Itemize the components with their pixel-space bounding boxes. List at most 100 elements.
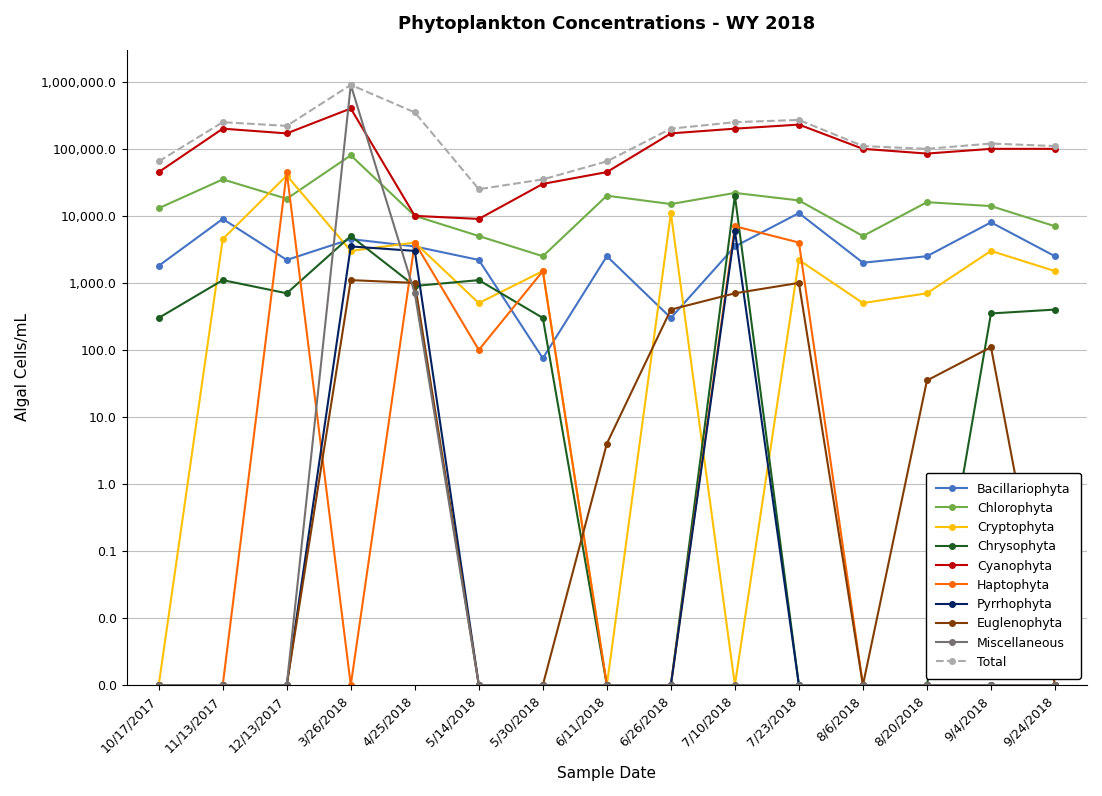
- Cryptophyta: [472, 298, 485, 308]
- Euglenophyta: [472, 681, 485, 690]
- Chlorophyta: [152, 204, 165, 213]
- Cyanophyta: [601, 167, 614, 177]
- Euglenophyta: [537, 681, 550, 690]
- Chrysophyta: [665, 681, 678, 690]
- Euglenophyta: [152, 681, 165, 690]
- Chrysophyta: [152, 313, 165, 322]
- Haptophyta: [920, 681, 933, 690]
- Chlorophyta: [280, 194, 293, 204]
- Chrysophyta: [601, 681, 614, 690]
- Bacillariophyta: [216, 214, 229, 224]
- Euglenophyta: [984, 342, 997, 352]
- Line: Cryptophyta: Cryptophyta: [156, 173, 1058, 688]
- Cyanophyta: [856, 144, 869, 154]
- Total: [601, 157, 614, 166]
- Euglenophyta: [216, 681, 229, 690]
- Haptophyta: [665, 681, 678, 690]
- Euglenophyta: [856, 681, 869, 690]
- Haptophyta: [280, 167, 293, 177]
- Miscellaneous: [344, 80, 357, 90]
- Euglenophyta: [601, 439, 614, 448]
- Pyrrhophyta: [984, 681, 997, 690]
- Miscellaneous: [984, 681, 997, 690]
- Bacillariophyta: [280, 256, 293, 265]
- Total: [856, 142, 869, 151]
- Euglenophyta: [280, 681, 293, 690]
- Chrysophyta: [1048, 305, 1061, 314]
- Chrysophyta: [216, 275, 229, 285]
- Euglenophyta: [344, 275, 357, 285]
- Chrysophyta: [280, 288, 293, 298]
- Total: [920, 144, 933, 154]
- Chrysophyta: [344, 232, 357, 241]
- Haptophyta: [472, 345, 485, 355]
- Chrysophyta: [856, 681, 869, 690]
- Cryptophyta: [792, 256, 806, 265]
- Cryptophyta: [920, 288, 933, 298]
- Total: [792, 115, 806, 125]
- Miscellaneous: [601, 681, 614, 690]
- Title: Phytoplankton Concentrations - WY 2018: Phytoplankton Concentrations - WY 2018: [398, 15, 815, 33]
- Miscellaneous: [728, 681, 742, 690]
- Pyrrhophyta: [665, 681, 678, 690]
- Chlorophyta: [472, 232, 485, 241]
- Bacillariophyta: [601, 252, 614, 261]
- Cryptophyta: [856, 298, 869, 308]
- Cryptophyta: [280, 170, 293, 180]
- Pyrrhophyta: [920, 681, 933, 690]
- Haptophyta: [152, 681, 165, 690]
- Total: [280, 121, 293, 131]
- Cyanophyta: [408, 211, 421, 220]
- Bacillariophyta: [728, 242, 742, 252]
- Chlorophyta: [792, 196, 806, 205]
- Cryptophyta: [1048, 267, 1061, 276]
- Chrysophyta: [920, 681, 933, 690]
- Pyrrhophyta: [408, 246, 421, 256]
- Line: Euglenophyta: Euglenophyta: [156, 277, 1058, 688]
- Miscellaneous: [665, 681, 678, 690]
- Chrysophyta: [537, 313, 550, 322]
- Chlorophyta: [920, 197, 933, 207]
- Bacillariophyta: [344, 234, 357, 244]
- Cyanophyta: [1048, 144, 1061, 154]
- Chlorophyta: [1048, 221, 1061, 231]
- Total: [152, 157, 165, 166]
- Cryptophyta: [152, 681, 165, 690]
- Bacillariophyta: [856, 258, 869, 267]
- Line: Total: Total: [156, 82, 1058, 192]
- Pyrrhophyta: [601, 681, 614, 690]
- Euglenophyta: [408, 278, 421, 287]
- Chlorophyta: [856, 232, 869, 241]
- Total: [728, 117, 742, 127]
- Haptophyta: [216, 681, 229, 690]
- Chlorophyta: [601, 191, 614, 201]
- Euglenophyta: [920, 376, 933, 385]
- Pyrrhophyta: [216, 681, 229, 690]
- Miscellaneous: [920, 681, 933, 690]
- Line: Pyrrhophyta: Pyrrhophyta: [156, 228, 1058, 688]
- Y-axis label: Algal Cells/mL: Algal Cells/mL: [15, 314, 30, 421]
- Miscellaneous: [216, 681, 229, 690]
- Cyanophyta: [537, 179, 550, 189]
- Total: [984, 139, 997, 148]
- Cryptophyta: [344, 246, 357, 256]
- Bacillariophyta: [408, 242, 421, 252]
- Haptophyta: [856, 681, 869, 690]
- Cyanophyta: [792, 120, 806, 130]
- Haptophyta: [792, 238, 806, 248]
- Miscellaneous: [472, 681, 485, 690]
- X-axis label: Sample Date: Sample Date: [558, 766, 657, 781]
- Chrysophyta: [472, 275, 485, 285]
- Bacillariophyta: [792, 209, 806, 218]
- Cryptophyta: [408, 238, 421, 248]
- Legend: Bacillariophyta, Chlorophyta, Cryptophyta, Chrysophyta, Cyanophyta, Haptophyta, : Bacillariophyta, Chlorophyta, Cryptophyt…: [926, 473, 1081, 679]
- Miscellaneous: [792, 681, 806, 690]
- Cyanophyta: [216, 124, 229, 134]
- Miscellaneous: [280, 681, 293, 690]
- Chrysophyta: [408, 281, 421, 291]
- Chlorophyta: [537, 252, 550, 261]
- Euglenophyta: [792, 278, 806, 287]
- Bacillariophyta: [920, 252, 933, 261]
- Haptophyta: [408, 238, 421, 248]
- Pyrrhophyta: [344, 242, 357, 252]
